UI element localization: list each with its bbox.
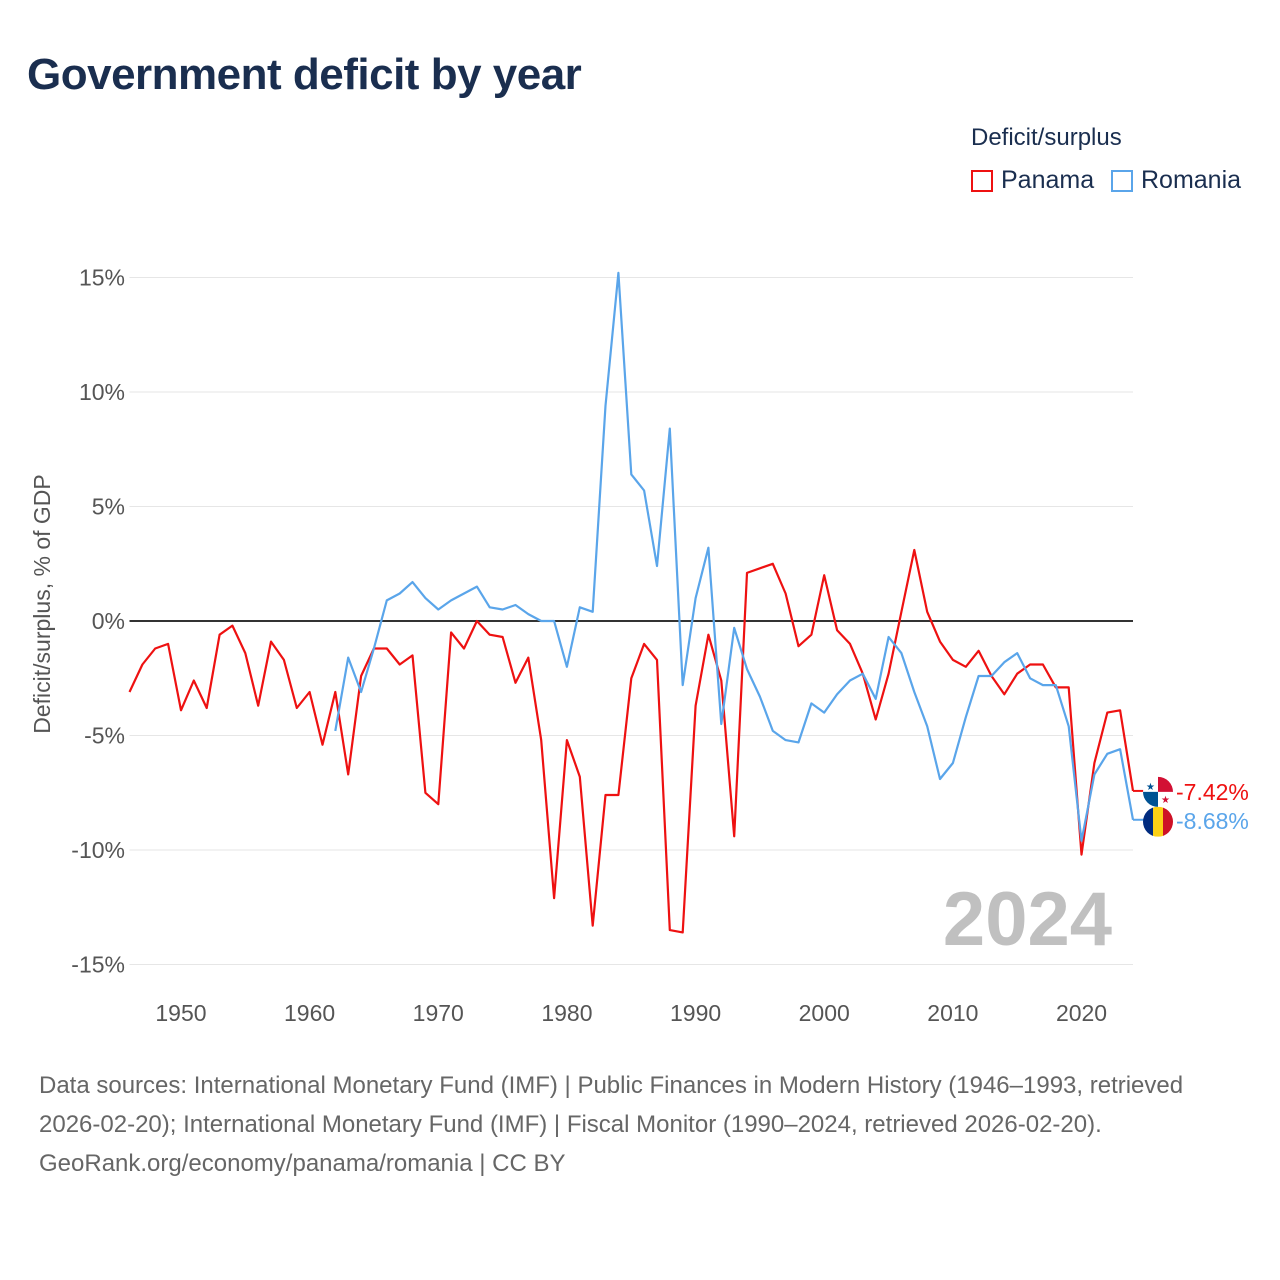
x-tick-label: 2000 xyxy=(799,1000,850,1026)
legend-item-panama[interactable]: Panama xyxy=(971,166,1094,195)
flag-stripes xyxy=(1143,806,1173,837)
x-tick-label: 1990 xyxy=(670,1000,721,1026)
y-tick-label: 15% xyxy=(79,265,125,291)
legend-label: Romania xyxy=(1141,166,1242,194)
series-line-romania xyxy=(334,271,1135,842)
panama-flag-icon: ★★ xyxy=(1143,776,1173,807)
y-tick-label: 10% xyxy=(79,379,125,405)
source-link[interactable]: GeoRank.org/economy/panama/romania | CC … xyxy=(39,1150,566,1177)
y-tick-label: -5% xyxy=(84,723,125,749)
y-axis-label: Deficit/surplus, % of GDP xyxy=(29,474,55,733)
end-value-label: -7.42% xyxy=(1176,779,1249,805)
flag-star: ★ xyxy=(1161,795,1170,806)
chart-svg: 15% 10% 5% 0% -5% -10% -15% 1950 1960 1970 1980 199… xyxy=(29,265,1249,1027)
flag-star: ★ xyxy=(1146,782,1155,793)
flag-stripe xyxy=(1163,806,1173,837)
legend-swatch-romania xyxy=(1111,169,1133,192)
flag-quarter xyxy=(1143,791,1158,807)
series-line-panama xyxy=(128,548,1135,934)
end-value-label: -8.68% xyxy=(1176,808,1249,834)
y-tick-label: 0% xyxy=(92,608,125,634)
romania-flag-icon xyxy=(1143,806,1173,837)
year-label: 2024 xyxy=(943,877,1112,962)
legend-title: Deficit/surplus xyxy=(971,124,1122,151)
data-sources: Data sources: International Monetary Fun… xyxy=(39,1072,1184,1138)
x-tick-label: 1960 xyxy=(284,1000,335,1026)
x-tick-label: 1980 xyxy=(541,1000,592,1026)
x-tick-label: 2020 xyxy=(1056,1000,1107,1026)
y-tick-label: 5% xyxy=(92,494,125,520)
y-tick-label: -15% xyxy=(71,952,125,978)
legend-label: Panama xyxy=(1001,166,1095,194)
chart-title: Government deficit by year xyxy=(27,50,582,99)
x-tick-label: 1970 xyxy=(413,1000,464,1026)
x-tick-label: 1950 xyxy=(155,1000,206,1026)
flag-stripe xyxy=(1153,806,1163,837)
flag-quarter xyxy=(1158,776,1173,792)
legend-swatch-panama xyxy=(971,169,993,192)
y-tick-label: -10% xyxy=(71,837,125,863)
x-tick-label: 2010 xyxy=(927,1000,978,1026)
footer: Data sources: International Monetary Fun… xyxy=(39,1066,1239,1183)
flag-stripe xyxy=(1143,806,1153,837)
legend-item-romania[interactable]: Romania xyxy=(1111,166,1241,195)
